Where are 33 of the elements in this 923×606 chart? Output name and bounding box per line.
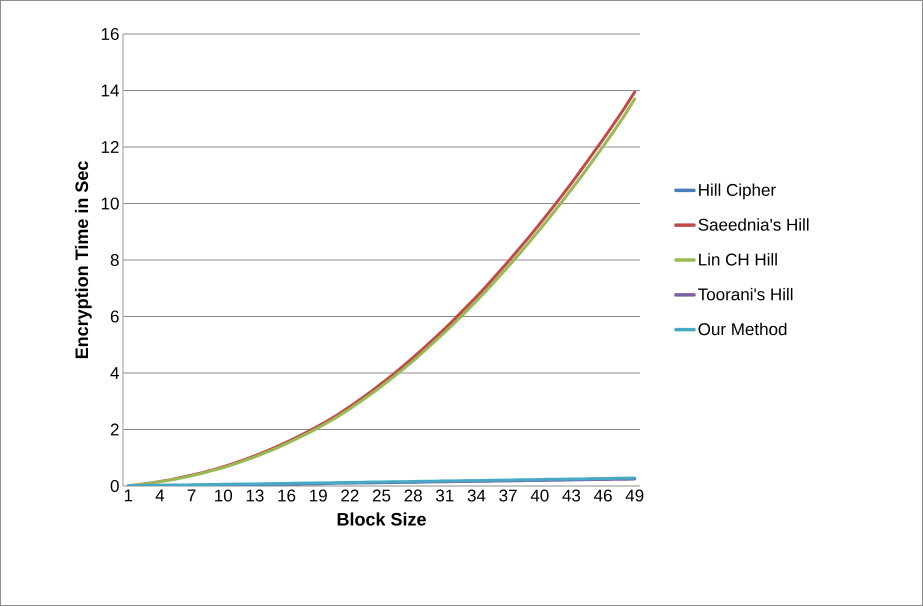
legend-label: Toorani's Hill bbox=[698, 288, 792, 300]
y-tick-label: 12 bbox=[102, 141, 119, 153]
y-tick-label: 4 bbox=[110, 367, 119, 379]
x-tick-label: 16 bbox=[278, 490, 296, 502]
x-tick-label: 28 bbox=[404, 490, 422, 502]
x-axis-title: Block Size bbox=[338, 512, 426, 526]
x-tick-label: 34 bbox=[468, 490, 486, 502]
legend-label: Saeednia's Hill bbox=[698, 218, 808, 231]
y-axis-title: Encryption Time in Sec bbox=[74, 161, 92, 358]
legend-label: Our Method bbox=[698, 322, 786, 336]
y-tick-label: 16 bbox=[102, 28, 119, 40]
y-tick-label: 10 bbox=[102, 197, 119, 210]
x-tick-label: 31 bbox=[436, 490, 454, 502]
x-tick-label: 19 bbox=[310, 490, 327, 502]
y-tick-label: 0 bbox=[110, 480, 119, 492]
y-tick-label: 8 bbox=[110, 254, 119, 266]
x-tick-label: 40 bbox=[530, 490, 549, 502]
y-tick-label: 14 bbox=[102, 84, 119, 96]
x-tick-label: 43 bbox=[562, 490, 580, 502]
x-tick-label: 7 bbox=[188, 490, 196, 502]
x-tick-label: 4 bbox=[156, 490, 164, 502]
legend-label: Hill Cipher bbox=[699, 183, 776, 200]
x-tick-label: 25 bbox=[372, 490, 390, 502]
legend-label: Lin CH Hill bbox=[699, 253, 777, 266]
x-tick-label: 22 bbox=[341, 490, 358, 502]
y-tick-label: 2 bbox=[110, 424, 119, 436]
y-tick-label: 6 bbox=[110, 310, 119, 323]
x-tick-label: 13 bbox=[246, 490, 264, 502]
x-tick-label: 37 bbox=[499, 490, 517, 502]
x-tick-label: 49 bbox=[626, 490, 644, 502]
x-tick-label: 10 bbox=[215, 490, 232, 502]
x-tick-label: 1 bbox=[124, 490, 132, 502]
x-tick-label: 46 bbox=[594, 490, 612, 502]
